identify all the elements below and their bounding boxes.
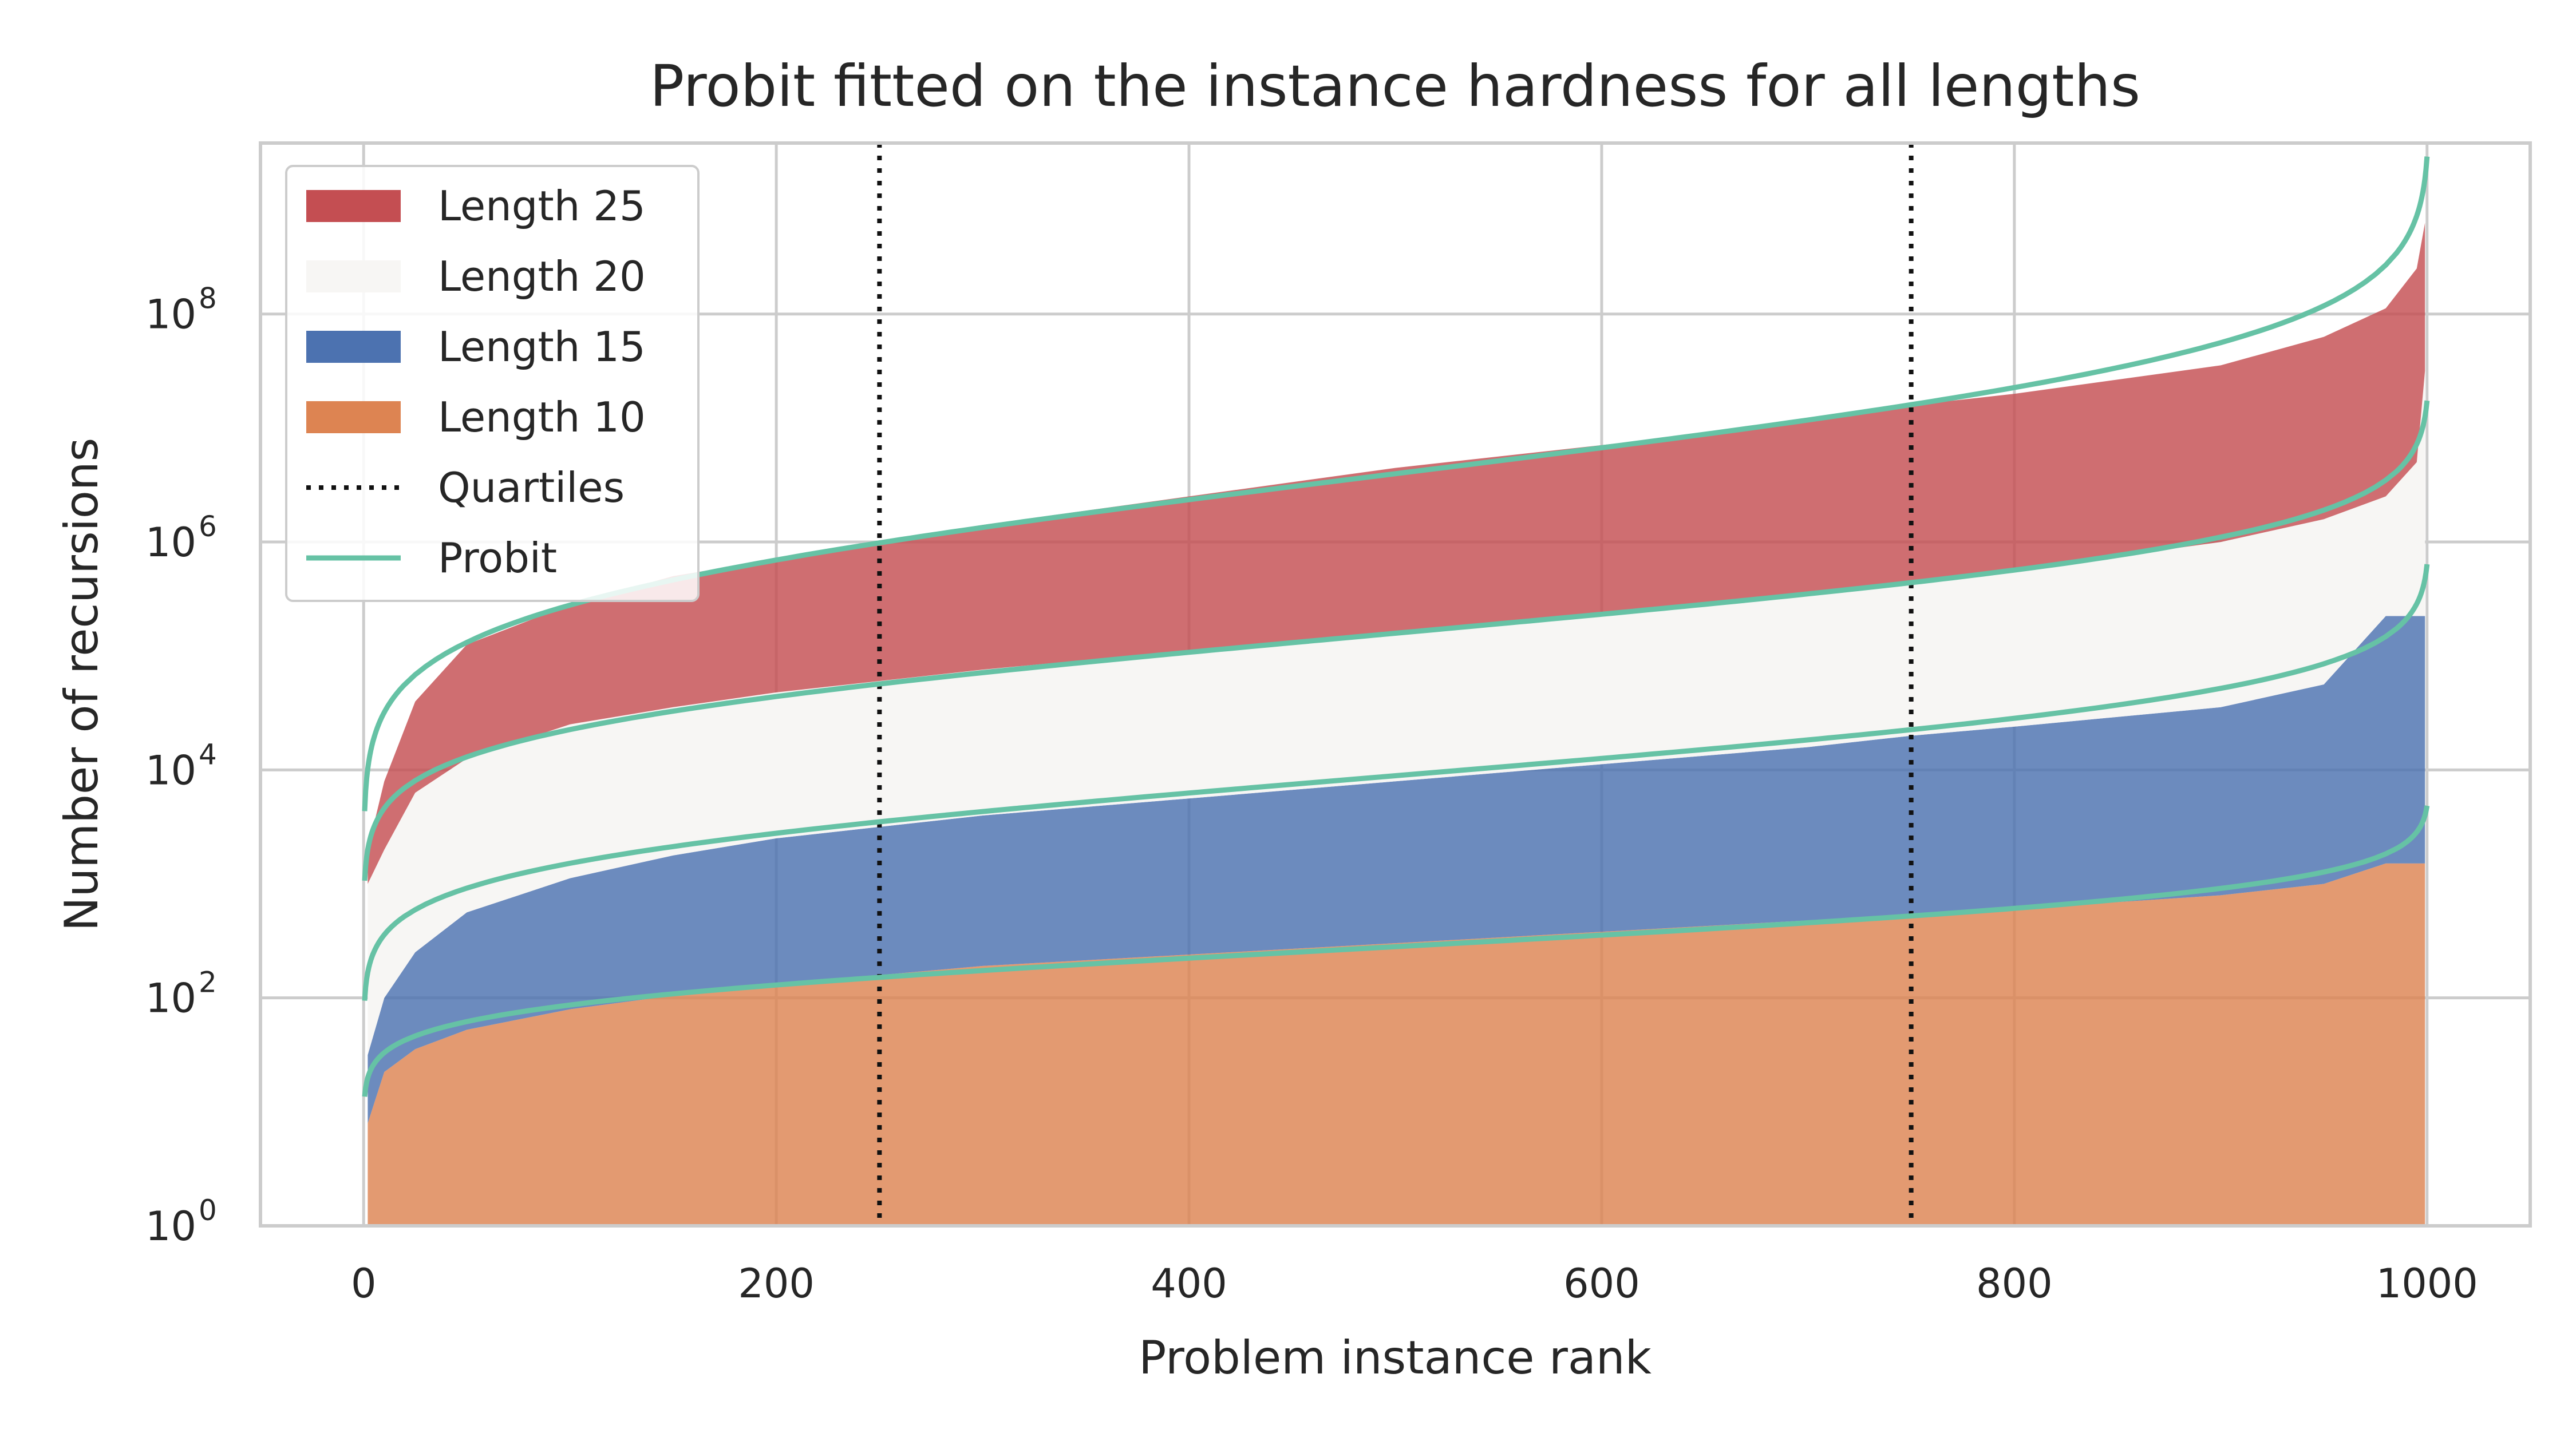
- x-tick-label: 400: [1151, 1260, 1227, 1307]
- legend-swatch: [306, 401, 401, 433]
- legend-label: Quartiles: [438, 464, 625, 512]
- y-tick-label: 10: [145, 975, 196, 1022]
- chart-title: Probit fitted on the instance hardness f…: [650, 53, 2140, 120]
- y-tick-exponent: 6: [199, 510, 217, 543]
- probit-curves: [362, 156, 2430, 1097]
- legend-label: Probit: [438, 534, 557, 582]
- x-tick-labels: 0 200 400 600 800 1000: [351, 1260, 2478, 1307]
- plot-frame: [259, 141, 2532, 1228]
- legend-swatch: [306, 331, 401, 363]
- legend: Length 25 Length 20 Length 15 Length 10 Quar…: [285, 165, 700, 602]
- probit-curve-length-25: [362, 156, 2430, 811]
- y-tick-label: 10: [145, 747, 196, 794]
- y-tick-exponent: 4: [199, 738, 217, 771]
- y-tick-exponent: 8: [199, 282, 217, 315]
- y-tick-exponent: 0: [199, 1194, 217, 1227]
- x-tick-label: 1000: [2376, 1260, 2478, 1307]
- y-tick-label: 10: [145, 1203, 196, 1250]
- y-tick-label: 10: [145, 291, 196, 338]
- x-tick-label: 200: [738, 1260, 815, 1307]
- probit-curve-length-20: [362, 400, 2430, 881]
- legend-swatch: [306, 260, 401, 292]
- y-tick-label: 10: [145, 519, 196, 566]
- area-length-10: [368, 863, 2425, 1226]
- series-areas: [368, 223, 2425, 1226]
- x-tick-label: 800: [1976, 1260, 2053, 1307]
- x-tick-label: 600: [1563, 1260, 1640, 1307]
- legend-label: Length 25: [438, 182, 646, 230]
- legend-label: Length 10: [438, 393, 646, 441]
- x-tick-label: 0: [351, 1260, 377, 1307]
- area-length-25: [368, 223, 2425, 884]
- probit-curve-length-15: [362, 564, 2430, 1001]
- y-axis-label: Number of recursions: [55, 438, 108, 932]
- y-tick-exponent: 2: [199, 966, 217, 999]
- legend-swatch: [306, 190, 401, 222]
- legend-label: Length 15: [438, 323, 646, 371]
- x-axis-label: Problem instance rank: [1139, 1331, 1652, 1384]
- probit-curve-length-10: [362, 805, 2430, 1097]
- area-length-20: [368, 371, 2425, 1055]
- legend-label: Length 20: [438, 252, 646, 300]
- area-length-15: [368, 616, 2425, 1123]
